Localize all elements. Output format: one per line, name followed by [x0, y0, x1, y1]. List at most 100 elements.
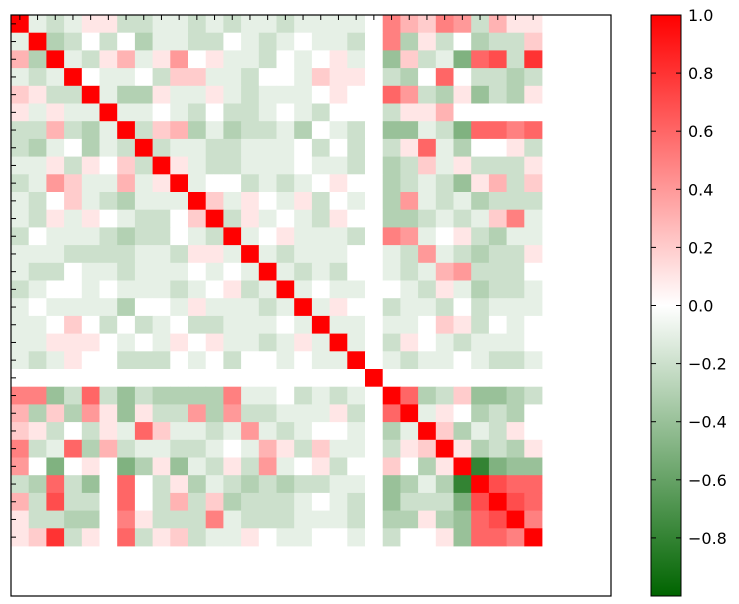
heatmap-cell [46, 121, 65, 140]
heatmap-cell [152, 333, 171, 352]
heatmap-cell [418, 369, 437, 388]
heatmap-cell [276, 50, 295, 69]
heatmap-cell [453, 227, 472, 246]
heatmap-cell [241, 280, 260, 299]
heatmap-cell [347, 439, 366, 458]
heatmap-cell [223, 174, 242, 193]
heatmap-cell [418, 209, 437, 228]
heatmap-cell [205, 68, 224, 87]
heatmap-cell [223, 369, 242, 388]
heatmap-cell [28, 369, 47, 388]
heatmap-cell [453, 475, 472, 494]
heatmap-cell [488, 192, 507, 211]
heatmap-cell [453, 103, 472, 122]
heatmap-cell [152, 50, 171, 69]
heatmap-cell [134, 528, 153, 547]
heatmap-cell [294, 138, 313, 157]
heatmap-cell [11, 85, 30, 104]
heatmap-cell [99, 351, 118, 370]
heatmap-cell [418, 245, 437, 264]
heatmap-cell [64, 227, 83, 246]
heatmap-cell [471, 315, 490, 334]
heatmap-cell [347, 192, 366, 211]
heatmap-cell [506, 174, 525, 193]
heatmap-cell [453, 510, 472, 529]
heatmap-cell [170, 227, 189, 246]
heatmap-cell [241, 386, 260, 405]
heatmap-cell [488, 68, 507, 87]
heatmap-cell [453, 369, 472, 388]
heatmap-cell [471, 156, 490, 175]
heatmap-cell [170, 333, 189, 352]
heatmap-cell [488, 174, 507, 193]
heatmap-cell [365, 404, 384, 423]
heatmap-cell [46, 510, 65, 529]
heatmap-cell [28, 156, 47, 175]
heatmap-cell [28, 15, 47, 34]
heatmap-cell [188, 351, 207, 370]
heatmap-cell [117, 85, 136, 104]
heatmap-cell [117, 32, 136, 51]
heatmap-cell [506, 386, 525, 405]
heatmap-cell [258, 333, 277, 352]
heatmap-cell [365, 68, 384, 87]
heatmap-cell [223, 245, 242, 264]
heatmap-cell [170, 103, 189, 122]
heatmap-cell [223, 121, 242, 140]
heatmap-cell [488, 138, 507, 157]
heatmap-cell [311, 457, 330, 476]
heatmap-cell [329, 156, 348, 175]
heatmap-cell [294, 174, 313, 193]
heatmap-cell [435, 475, 454, 494]
heatmap-cell [205, 156, 224, 175]
heatmap-cell [28, 492, 47, 511]
heatmap-cell [64, 351, 83, 370]
heatmap-cell [382, 298, 401, 317]
heatmap-cell [524, 32, 543, 51]
heatmap-cell [81, 369, 100, 388]
heatmap-cell [152, 192, 171, 211]
heatmap-cell [99, 68, 118, 87]
heatmap-cell [152, 156, 171, 175]
heatmap-cell [188, 50, 207, 69]
heatmap-cell [471, 50, 490, 69]
heatmap-cell [188, 404, 207, 423]
heatmap-cell [311, 121, 330, 140]
heatmap-cell [347, 457, 366, 476]
heatmap-cell [188, 227, 207, 246]
heatmap-cell [524, 50, 543, 69]
heatmap-cell [117, 192, 136, 211]
heatmap-cell [418, 386, 437, 405]
heatmap-cell [347, 351, 366, 370]
heatmap-cell [11, 156, 30, 175]
heatmap-cell [329, 68, 348, 87]
heatmap-cell [400, 528, 419, 547]
heatmap-cell [28, 50, 47, 69]
heatmap-cell [418, 174, 437, 193]
heatmap-cell [276, 528, 295, 547]
heatmap-cell [28, 68, 47, 87]
heatmap-cell [488, 333, 507, 352]
heatmap-cell [294, 369, 313, 388]
heatmap-cell [311, 280, 330, 299]
heatmap-cell [11, 280, 30, 299]
heatmap-cell [28, 174, 47, 193]
heatmap-cell [258, 192, 277, 211]
heatmap-cell [311, 475, 330, 494]
heatmap-cell [418, 121, 437, 140]
heatmap-cell [81, 262, 100, 281]
heatmap-cell [506, 404, 525, 423]
heatmap-cell [418, 492, 437, 511]
heatmap-cell [276, 138, 295, 157]
heatmap-cell [117, 138, 136, 157]
heatmap-cell [311, 68, 330, 87]
heatmap-cell [170, 280, 189, 299]
heatmap-cell [188, 174, 207, 193]
heatmap-cell [64, 298, 83, 317]
heatmap-cell [453, 315, 472, 334]
heatmap-cell [188, 439, 207, 458]
heatmap-cell [117, 68, 136, 87]
heatmap-cell [223, 351, 242, 370]
heatmap-cell [435, 50, 454, 69]
heatmap-cell [28, 404, 47, 423]
